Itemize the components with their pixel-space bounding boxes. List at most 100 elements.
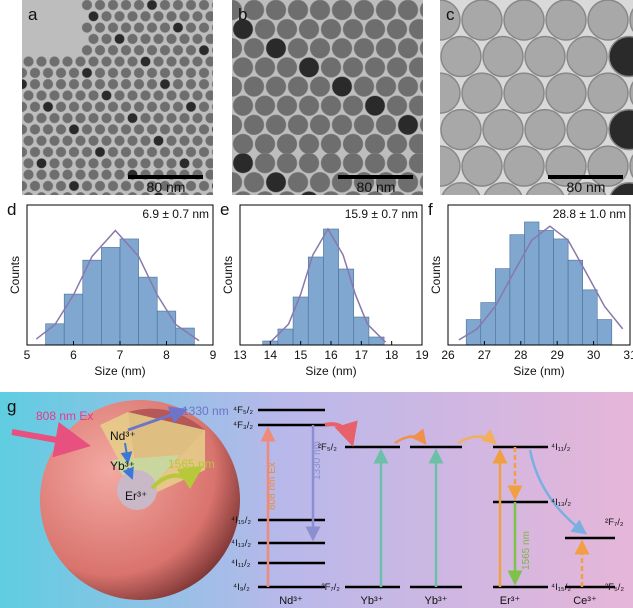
particle xyxy=(172,78,184,90)
particle xyxy=(36,112,47,124)
particle xyxy=(55,180,67,192)
particle xyxy=(192,56,203,67)
particle xyxy=(397,38,419,59)
bar xyxy=(596,319,613,346)
transfer-arrow xyxy=(122,466,134,480)
particle xyxy=(503,72,545,114)
particle xyxy=(127,192,138,195)
particle xyxy=(49,56,60,67)
particle xyxy=(107,180,119,192)
tem-image: a 80 nm xyxy=(22,0,213,195)
particle xyxy=(440,35,482,78)
x-tick-label: 7 xyxy=(117,348,124,362)
particle xyxy=(243,76,265,97)
particle xyxy=(608,35,633,78)
particle xyxy=(232,133,254,155)
scale-bar-label: 80 nm xyxy=(147,179,186,195)
particle xyxy=(192,192,203,195)
particle xyxy=(166,192,177,195)
particle xyxy=(29,146,41,158)
particle xyxy=(172,101,184,113)
particle xyxy=(88,33,99,45)
particle xyxy=(629,8,633,32)
particle xyxy=(101,158,112,169)
particle xyxy=(62,56,73,67)
particle xyxy=(587,72,629,114)
particle xyxy=(256,191,274,195)
particle xyxy=(153,158,164,169)
particle xyxy=(211,182,213,190)
particle xyxy=(386,57,408,78)
particle xyxy=(172,180,184,192)
particle xyxy=(524,108,566,151)
particle xyxy=(353,0,375,21)
particle xyxy=(166,135,177,146)
particle xyxy=(353,114,375,136)
particle xyxy=(287,172,309,193)
particle xyxy=(127,135,138,146)
ion-label: Er³⁺ xyxy=(500,595,521,607)
nd-emission-arrow xyxy=(127,406,188,432)
particle xyxy=(198,22,210,33)
particle xyxy=(185,0,197,11)
particle xyxy=(114,112,125,124)
particle xyxy=(94,146,106,158)
particle xyxy=(441,181,481,195)
level-label: ²F₅/₂ xyxy=(318,442,337,453)
particle xyxy=(198,180,210,192)
particle xyxy=(179,33,190,45)
particle xyxy=(36,192,47,195)
particle xyxy=(211,69,213,77)
particle xyxy=(146,78,158,90)
particle xyxy=(146,0,158,11)
particle xyxy=(159,124,171,135)
particle xyxy=(525,181,565,195)
particle xyxy=(232,152,254,174)
particle xyxy=(36,56,47,67)
particle xyxy=(566,108,608,151)
fit-curve xyxy=(35,229,200,342)
particle xyxy=(75,192,86,195)
particle xyxy=(68,101,80,113)
particle xyxy=(22,101,28,113)
histogram-panel: 5 6 7 8 9 Size (nm) Counts d 6.9 ± 0.7 nm xyxy=(7,200,217,378)
particle xyxy=(419,117,423,133)
x-tick-label: 13 xyxy=(233,348,247,362)
arrow xyxy=(528,449,588,535)
particle xyxy=(629,154,633,179)
particle xyxy=(159,44,171,56)
particle xyxy=(232,18,254,40)
particle xyxy=(461,0,503,41)
particle xyxy=(120,124,132,135)
level-label: ⁴I₁₁/₂ xyxy=(231,558,251,569)
particle xyxy=(114,11,125,22)
particle xyxy=(75,158,86,169)
level-label: ⁴I₁₃/₂ xyxy=(231,538,251,549)
particle xyxy=(309,0,331,21)
particle xyxy=(114,135,125,146)
level-label: ⁴I₉/₂ xyxy=(233,582,250,593)
particle xyxy=(120,180,132,192)
particle xyxy=(62,135,73,146)
particle xyxy=(386,133,408,155)
particle xyxy=(75,112,86,124)
particle xyxy=(29,101,41,113)
particle xyxy=(127,56,138,67)
particle xyxy=(127,33,138,45)
particle xyxy=(29,180,41,192)
particle xyxy=(146,146,158,158)
particle xyxy=(42,180,54,192)
particle xyxy=(42,101,54,113)
particle xyxy=(342,133,364,155)
particle xyxy=(120,78,132,90)
particle xyxy=(101,169,112,180)
annotation: 15.9 ± 0.7 nm xyxy=(345,207,418,221)
particle xyxy=(159,22,171,33)
panel-label: c xyxy=(446,5,455,24)
particle xyxy=(298,57,320,78)
particle xyxy=(320,95,342,116)
particle xyxy=(232,38,243,59)
particle xyxy=(42,78,54,90)
particle xyxy=(114,158,125,169)
particle xyxy=(386,18,408,40)
